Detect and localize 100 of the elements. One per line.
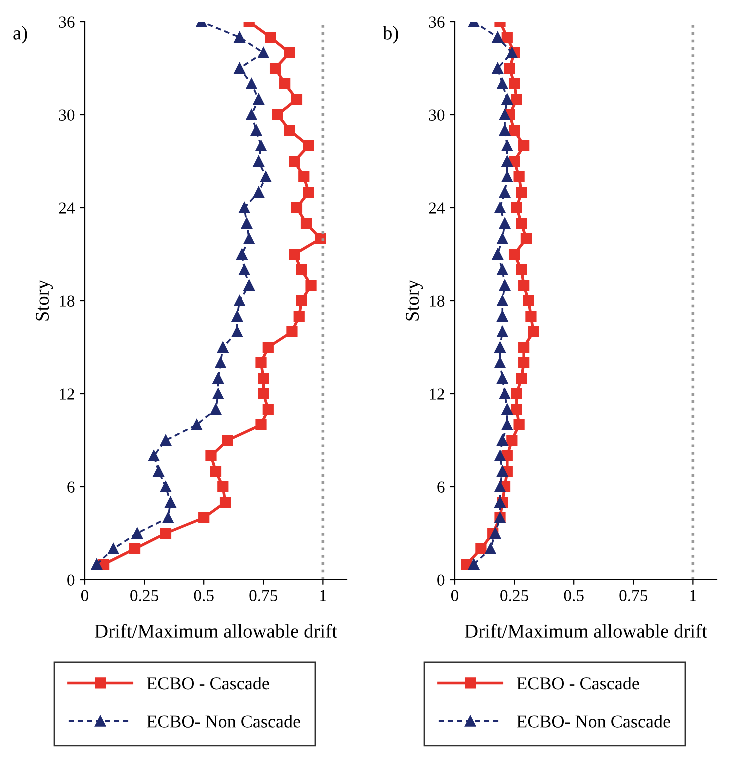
point bbox=[258, 372, 270, 384]
point bbox=[518, 342, 530, 354]
point bbox=[499, 280, 511, 292]
point bbox=[244, 233, 255, 245]
point bbox=[160, 528, 172, 540]
point bbox=[241, 218, 253, 230]
point bbox=[497, 326, 508, 338]
point bbox=[497, 264, 508, 276]
point bbox=[494, 496, 506, 508]
text: a) bbox=[14, 26, 28, 44]
point bbox=[148, 450, 160, 462]
point bbox=[497, 466, 508, 478]
point bbox=[502, 94, 513, 106]
point bbox=[499, 124, 511, 136]
y-tick-label: 12 bbox=[60, 388, 74, 400]
point bbox=[476, 543, 487, 555]
point bbox=[129, 543, 141, 555]
point bbox=[511, 388, 522, 400]
point bbox=[206, 450, 217, 462]
y-tick-label: 6 bbox=[68, 482, 75, 493]
point bbox=[511, 404, 522, 416]
point bbox=[502, 156, 513, 168]
point bbox=[212, 388, 224, 400]
point bbox=[198, 512, 210, 524]
point bbox=[191, 419, 202, 431]
point bbox=[260, 171, 272, 183]
point bbox=[514, 419, 525, 431]
point bbox=[239, 202, 250, 214]
point bbox=[511, 202, 522, 214]
point bbox=[218, 342, 229, 354]
point bbox=[160, 481, 172, 493]
point bbox=[497, 434, 508, 446]
point bbox=[508, 78, 520, 90]
point bbox=[528, 326, 540, 338]
point bbox=[256, 419, 267, 431]
x-tick-label: 0 bbox=[451, 590, 459, 602]
x-tick-label: 0.75 bbox=[250, 590, 278, 602]
point bbox=[262, 404, 274, 416]
point bbox=[508, 124, 520, 136]
point bbox=[294, 310, 305, 322]
point bbox=[502, 140, 513, 152]
y-tick-label: 30 bbox=[429, 110, 445, 121]
point bbox=[296, 264, 308, 276]
point bbox=[485, 543, 496, 555]
point bbox=[265, 32, 276, 44]
point bbox=[91, 558, 102, 570]
point bbox=[494, 450, 506, 462]
point bbox=[315, 233, 326, 245]
point bbox=[499, 218, 511, 230]
point bbox=[518, 357, 530, 369]
point bbox=[303, 186, 314, 198]
legend-label: ECBO- Non Cascade bbox=[147, 715, 300, 728]
point bbox=[514, 171, 525, 183]
point bbox=[518, 140, 530, 152]
point bbox=[253, 186, 264, 198]
x-tick-label: 0.25 bbox=[130, 590, 158, 602]
point bbox=[497, 233, 508, 245]
y-tick-label: 24 bbox=[59, 202, 76, 214]
point bbox=[284, 124, 296, 136]
point bbox=[220, 496, 232, 508]
point bbox=[258, 47, 270, 59]
point bbox=[497, 295, 508, 307]
point bbox=[502, 404, 513, 416]
point bbox=[232, 326, 243, 338]
point bbox=[508, 248, 520, 260]
point bbox=[490, 528, 502, 540]
y-tick-label: 30 bbox=[59, 110, 75, 121]
point bbox=[236, 248, 248, 260]
y-tick-label: 6 bbox=[438, 482, 445, 493]
point bbox=[210, 466, 222, 478]
point bbox=[492, 62, 504, 74]
y-axis-title: Story bbox=[36, 280, 54, 321]
point bbox=[523, 295, 534, 307]
x-axis-title: Drift/Maximum allowable drift bbox=[465, 624, 708, 638]
point bbox=[244, 280, 255, 292]
point bbox=[506, 434, 518, 446]
point bbox=[504, 62, 516, 74]
legend-label: ECBO- Non Cascade bbox=[517, 715, 670, 728]
point bbox=[494, 481, 506, 493]
point bbox=[222, 434, 234, 446]
point bbox=[502, 32, 513, 44]
point bbox=[497, 310, 508, 322]
point bbox=[516, 372, 528, 384]
point bbox=[108, 543, 120, 555]
point bbox=[215, 357, 226, 369]
x-tick-label: 0.5 bbox=[194, 590, 214, 602]
x-tick-label: 1 bbox=[320, 590, 326, 602]
point bbox=[270, 62, 282, 74]
point bbox=[160, 434, 172, 446]
point bbox=[492, 32, 504, 44]
point bbox=[289, 156, 300, 168]
legend-label: ECBO - Cascade bbox=[147, 677, 270, 690]
y-tick-label: 36 bbox=[429, 16, 445, 28]
point bbox=[506, 47, 518, 59]
y-tick-label: 0 bbox=[68, 574, 75, 586]
y-tick-label: 18 bbox=[430, 296, 445, 307]
x-tick-label: 1 bbox=[690, 590, 696, 602]
point bbox=[303, 140, 314, 152]
x-tick-label: 0.75 bbox=[620, 590, 648, 602]
point bbox=[300, 218, 312, 230]
